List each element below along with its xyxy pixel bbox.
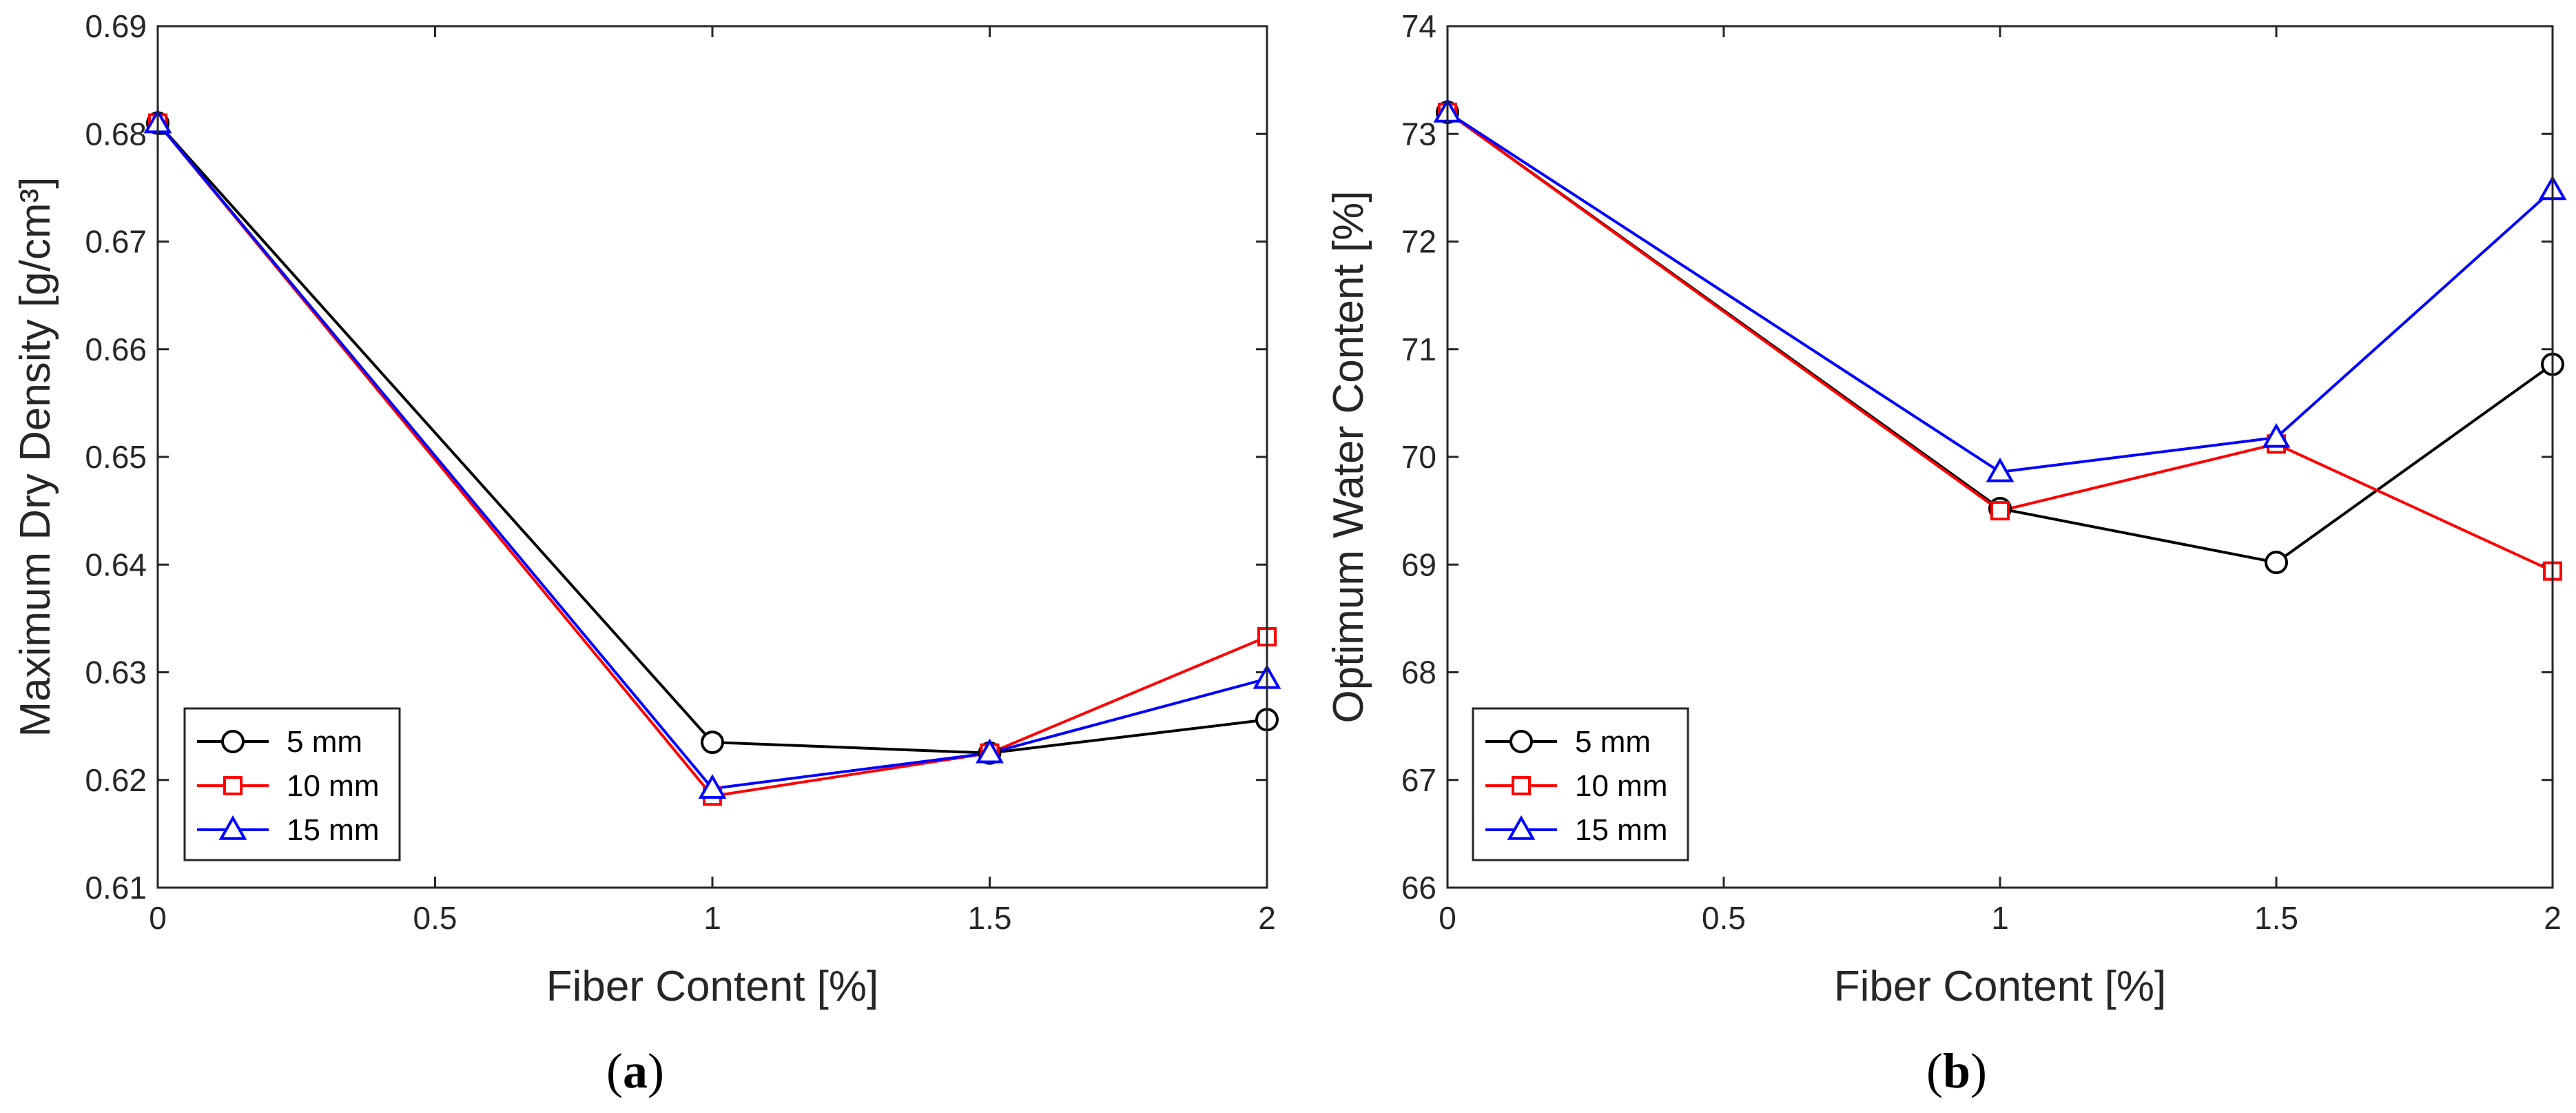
y-tick-label-a: 0.62 (85, 762, 147, 798)
y-tick-label-a: 0.61 (85, 870, 147, 906)
legend-label-b: 5 mm (1575, 725, 1651, 759)
legend-marker-square-b (1512, 776, 1531, 795)
data-point-triangle-b (1986, 457, 2015, 482)
x-tick-label-b: 0.5 (1702, 900, 1746, 936)
y-tick-label-b: 70 (1401, 439, 1436, 475)
x-axis-title-a: Fiber Content [%] (546, 963, 878, 1010)
data-point-circle-a (701, 731, 724, 755)
x-tick-label-b: 2 (2544, 900, 2562, 936)
y-axis-title-a: Maximum Dry Density [g/cm³] (12, 177, 59, 737)
chart-panel-b: 0 0.5 1 1.5 2 66 67 68 69 70 71 72 73 74 Fiber Conte… (1325, 8, 2567, 1099)
series-markers-b (1433, 97, 2567, 581)
data-point-triangle-a (976, 738, 1004, 764)
series-lines-a (156, 122, 1268, 798)
x-tick-label-a: 1 (703, 900, 721, 936)
x-tick-labels-a: 0 0.5 1 1.5 2 (149, 900, 1276, 936)
x-tick-label-a: 2 (1258, 900, 1276, 936)
x-tick-label-a: 0 (149, 900, 167, 936)
series-lines-b (1446, 111, 2554, 573)
y-tick-labels-b: 66 67 68 69 70 71 72 73 74 (1401, 8, 1436, 906)
series-line-square-b (1446, 111, 2553, 573)
legend-b: 5 mm 10 mm 15 mm (1472, 707, 1689, 861)
legend-label-a: 5 mm (287, 725, 362, 759)
y-tick-label-a: 0.69 (85, 8, 147, 44)
y-tick-label-b: 68 (1401, 655, 1436, 691)
panel-caption-a: (a) (606, 1043, 664, 1099)
y-tick-label-b: 73 (1401, 116, 1436, 152)
x-axis-title-b: Fiber Content [%] (1834, 963, 2166, 1010)
panel-caption-letter-b: b (1943, 1043, 1970, 1099)
legend-label-a: 10 mm (287, 769, 379, 803)
y-tick-label-a: 0.65 (85, 439, 147, 475)
y-tick-label-a: 0.64 (85, 547, 147, 582)
chart-panel-a: 0 0.5 1 1.5 2 0.610.620.630.640.650.660.670.… (12, 8, 1281, 1099)
series-line-square-a (156, 122, 1268, 798)
y-tick-labels-a: 0.61 0.62 0.63 0.64 0.65 0.66 0.67 0.68 0.69 (85, 8, 147, 906)
x-tick-label-b: 0 (1439, 900, 1456, 936)
series-line-triangle-a (156, 122, 1268, 790)
y-tick-label-b: 67 (1401, 762, 1436, 798)
y-axis-title-b: Optimum Water Content [%] (1325, 191, 1372, 724)
axes-box-b (1446, 25, 2554, 889)
legend-label-a: 15 mm (287, 813, 379, 847)
y-tick-label-b: 74 (1401, 8, 1436, 44)
y-tick-label-a: 0.67 (85, 224, 147, 260)
y-tick-label-a: 0.63 (85, 655, 147, 691)
legend-label-b: 10 mm (1575, 769, 1667, 803)
x-tick-label-b: 1.5 (2254, 900, 2298, 936)
legend-marker-circle-b (1509, 730, 1533, 753)
legend-label-b: 15 mm (1575, 813, 1667, 847)
y-tick-label-b: 66 (1401, 870, 1436, 906)
data-point-triangle-b (2262, 422, 2291, 448)
y-tick-label-b: 71 (1401, 331, 1436, 367)
legend-a: 5 mm 10 mm 15 mm (183, 707, 401, 861)
x-tick-label-b: 1 (1991, 900, 2009, 936)
legend-marker-circle-a (221, 730, 245, 753)
series-line-circle-a (156, 122, 1268, 755)
y-tick-label-b: 69 (1401, 547, 1436, 582)
y-tick-label-a: 0.66 (85, 331, 147, 367)
data-point-square-b (1990, 501, 2010, 521)
axes-box-a (156, 25, 1268, 889)
x-tick-label-a: 0.5 (413, 900, 457, 936)
legend-marker-square-a (223, 776, 243, 795)
y-tick-label-a: 0.68 (85, 116, 147, 152)
data-point-circle-b (2265, 551, 2288, 575)
panel-caption-letter-a: a (623, 1043, 648, 1099)
y-tick-label-b: 72 (1401, 224, 1436, 260)
x-tick-label-a: 1.5 (968, 900, 1012, 936)
legend-marker-triangle-b (1507, 815, 1536, 840)
series-line-triangle-b (1446, 111, 2554, 473)
panel-caption-b: (b) (1926, 1043, 1987, 1099)
x-tick-labels-b: 0 0.5 1 1.5 2 (1439, 900, 2562, 936)
legend-marker-triangle-a (218, 815, 247, 840)
data-point-triangle-a (698, 774, 727, 799)
